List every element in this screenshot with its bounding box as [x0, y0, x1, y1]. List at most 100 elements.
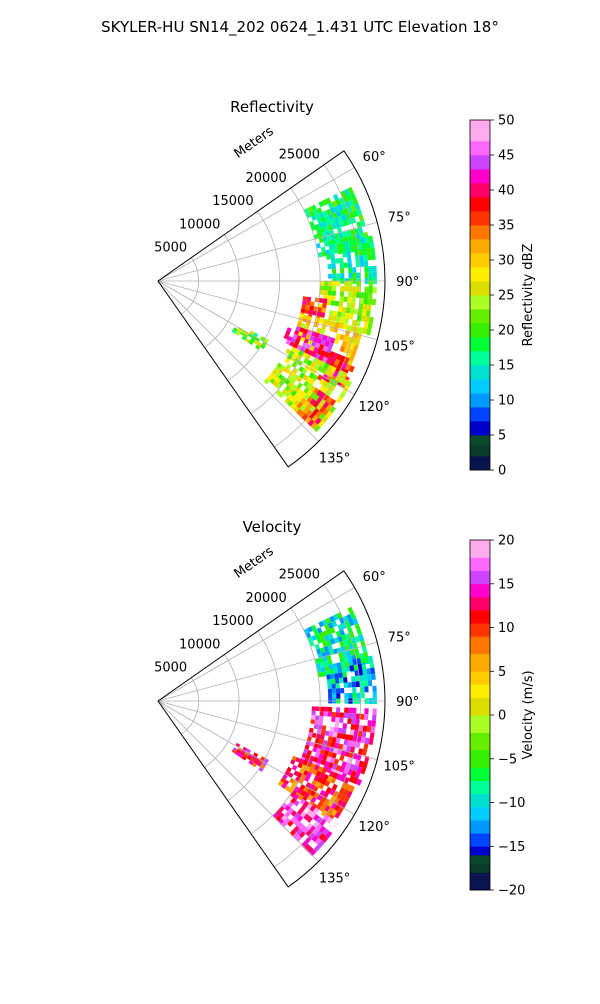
echo-cell-4	[284, 817, 291, 824]
panel-title: Reflectivity	[230, 98, 314, 116]
echo-cell-2	[331, 752, 337, 759]
echo-cell-0	[328, 213, 334, 220]
echo-cell-1	[372, 691, 377, 698]
echo-cell-2	[340, 286, 345, 292]
echo-cell-2	[332, 732, 338, 738]
echo-cell-7	[276, 362, 283, 369]
echo-cell-3	[314, 781, 321, 788]
echo-cell-7	[284, 391, 291, 398]
echo-cell-3	[330, 777, 337, 784]
echo-cell-8	[304, 416, 312, 424]
colorbar-segment	[470, 295, 490, 310]
echo-cell-7	[272, 375, 278, 381]
echo-cell-1	[329, 668, 335, 675]
echo-cell-6	[334, 358, 340, 366]
echo-cell-2	[328, 314, 333, 321]
echo-cell-0	[343, 656, 349, 663]
echo-cell-8	[296, 401, 304, 409]
echo-cell-2	[336, 732, 342, 739]
echo-cell-5	[299, 327, 305, 333]
echo-cell-0	[350, 192, 357, 200]
echo-cell-7	[303, 393, 310, 401]
echo-cell-7	[326, 389, 333, 397]
echo-cell-1	[342, 671, 347, 678]
echo-cell-4	[320, 328, 326, 335]
echo-cell-1	[362, 668, 368, 676]
range-tick-label: 15000	[212, 194, 253, 209]
echo-cell-9	[253, 339, 259, 345]
echo-cell-4	[316, 809, 323, 817]
echo-cell-1	[368, 266, 373, 273]
echo-cell-2	[335, 316, 341, 323]
echo-cell-7	[309, 405, 316, 413]
echo-cell-0	[350, 612, 357, 620]
colorbar-tick-label: 0	[498, 709, 506, 724]
echo-cell-5	[290, 337, 297, 343]
echo-cell-0	[314, 643, 320, 650]
colorbar-segment	[470, 155, 490, 170]
echo-cell-2	[341, 307, 347, 313]
echo-cell-7	[330, 366, 337, 373]
echo-cell-7	[269, 372, 275, 379]
echo-cell-0	[346, 613, 353, 621]
echo-cell-7	[290, 346, 297, 353]
echo-cell-0	[335, 198, 342, 206]
echo-cell-4	[280, 821, 288, 828]
echo-cell-4	[353, 344, 359, 351]
echo-cell-2	[327, 711, 332, 717]
echo-cell-0	[337, 248, 343, 255]
echo-cell-2	[352, 777, 359, 785]
colorbar-segment	[470, 267, 490, 282]
azimuth-tick-label: 105°	[384, 760, 415, 775]
echo-cell-8	[312, 401, 320, 408]
echo-cell-2	[336, 311, 342, 318]
echo-cell-7	[319, 385, 326, 393]
echo-cell-1	[338, 672, 343, 679]
echo-cell-2	[356, 281, 361, 287]
echo-cell-0	[342, 231, 348, 238]
colorbar: 0 5 10 15 20 25 30 35 40 45 50 Reflectivity dBZ	[469, 114, 536, 479]
echo-cell-0	[329, 638, 336, 645]
echo-cell-4	[311, 835, 319, 842]
echo-cell-7	[305, 353, 311, 360]
echo-cell-1	[358, 669, 364, 676]
echo-cell-0	[338, 197, 345, 204]
echo-cell-5	[311, 351, 317, 358]
echo-cell-3	[320, 796, 327, 803]
echo-cell-0	[327, 644, 333, 651]
echo-cell-0	[341, 634, 347, 641]
echo-cell-1	[370, 667, 376, 675]
echo-cell-2	[352, 735, 358, 742]
echo-cell-0	[322, 210, 329, 217]
echo-cell-2	[326, 756, 332, 763]
echo-cell-2	[339, 317, 345, 324]
echo-cell-0	[323, 645, 330, 652]
echo-cell-1	[328, 243, 334, 250]
echo-cell-7	[280, 364, 286, 371]
echo-cell-4	[312, 821, 320, 828]
colorbar-segment	[470, 872, 490, 891]
echo-cell-4	[287, 807, 294, 814]
echo-cell-5	[242, 746, 248, 752]
echo-cell-7	[337, 369, 344, 377]
echo-cell-0	[347, 606, 354, 614]
colorbar-segment	[470, 445, 490, 457]
echo-cell-2	[340, 312, 346, 318]
echo-cell-2	[356, 736, 362, 743]
azimuth-tick-label: 135°	[319, 872, 350, 887]
echo-cell-2	[308, 727, 314, 733]
echo-cell-2	[357, 730, 363, 737]
echo-cell-8	[316, 389, 323, 397]
echo-cell-3	[317, 776, 324, 784]
echo-cell-2	[319, 715, 324, 721]
echo-cell-0	[311, 635, 317, 641]
echo-cell-4	[319, 826, 326, 834]
echo-cell-4	[322, 828, 330, 836]
echo-cell-2	[372, 714, 377, 721]
colorbar-segment	[470, 732, 490, 751]
echo-cell-5	[287, 336, 293, 342]
echo-cell-4	[278, 806, 285, 813]
echo-cell-2	[347, 296, 352, 303]
echo-cell-2	[355, 292, 361, 298]
